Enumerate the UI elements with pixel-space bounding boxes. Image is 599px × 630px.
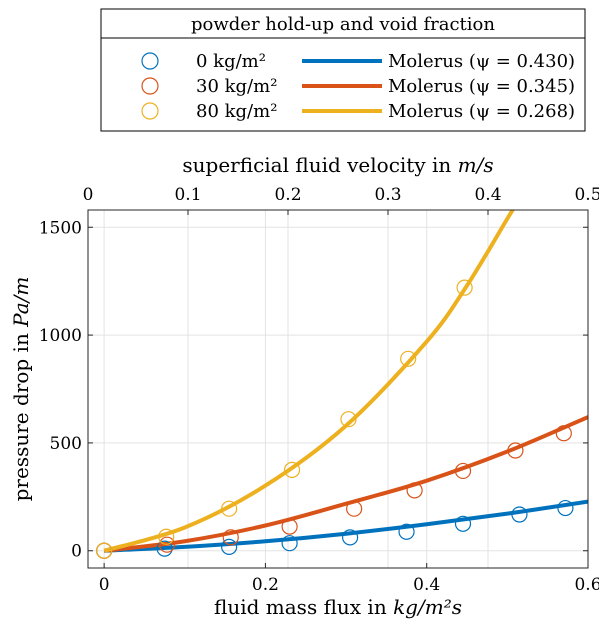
plot-area: 0 0.2 0.4 0.6 0 0.1 0.2 0.3 0.4 0.5 0 500 1000 1500 — [39, 185, 599, 595]
y-tick-label: 500 — [50, 434, 82, 454]
series-layer — [96, 210, 588, 559]
legend-line-label: Molerus (ψ = 0.268) — [388, 101, 575, 122]
legend-marker-icon — [141, 102, 159, 120]
x2-tick-label: 0 — [83, 185, 94, 205]
series-2-point — [456, 279, 473, 296]
legend-line-label: Molerus (ψ = 0.345) — [388, 76, 575, 97]
series-0-point — [557, 499, 574, 517]
legend-marker-label: 0 kg/m² — [196, 51, 266, 72]
legend-marker-label: 30 kg/m² — [196, 76, 277, 97]
legend-line-label: Molerus (ψ = 0.430) — [388, 51, 575, 72]
series-2-point — [340, 411, 357, 428]
legend-marker-icon — [141, 52, 159, 70]
series-0-point — [221, 538, 238, 555]
series-0-point — [454, 515, 472, 532]
plot-background — [88, 210, 588, 568]
series-2-point — [96, 542, 113, 559]
series-1-point — [346, 500, 363, 517]
x2-tick-label: 0.4 — [474, 185, 501, 205]
legend-title: powder hold-up and void fraction — [191, 14, 495, 35]
series-2-point — [158, 528, 175, 545]
series-1-point — [406, 482, 423, 499]
legend-marker-label: 80 kg/m² — [196, 101, 277, 122]
series-1-point — [281, 518, 298, 535]
x-tick-label: 0.2 — [252, 575, 279, 595]
series-2-point — [400, 350, 417, 367]
series-2-point — [283, 461, 301, 478]
y-tick-label: 0 — [71, 542, 82, 562]
series-2-model-line — [103, 210, 515, 553]
series-0-point — [341, 529, 359, 546]
series-0-point — [281, 535, 298, 552]
series-1-point — [555, 425, 572, 442]
x-tick-label: 0.4 — [413, 575, 440, 595]
series-1-point — [222, 529, 239, 546]
plot-frame — [87, 209, 589, 569]
x2-tick-label: 0.1 — [174, 185, 201, 205]
y-axis-label: pressure drop in Pa/m — [9, 277, 33, 502]
legend: powder hold-up and void fraction 0 kg/m²… — [100, 8, 586, 132]
y-tick-label: 1000 — [39, 326, 82, 346]
x2-tick-label: 0.3 — [374, 185, 401, 205]
series-1-point — [158, 536, 176, 553]
series-1-point — [507, 442, 524, 459]
legend-marker-icon — [141, 77, 159, 95]
series-0-model-line — [104, 499, 588, 553]
series-0-point — [511, 506, 528, 523]
series-0-point — [156, 540, 173, 557]
series-1-model-line — [103, 415, 588, 553]
y-tick-label: 1500 — [39, 218, 82, 238]
x2-tick-label: 0.5 — [574, 185, 599, 205]
series-0-point — [398, 523, 415, 540]
x-tick-label: 0.6 — [574, 575, 599, 595]
x2-tick-label: 0.2 — [274, 185, 301, 205]
ticks: 0 0.2 0.4 0.6 0 0.1 0.2 0.3 0.4 0.5 0 500 1000 1500 — [39, 185, 599, 595]
x-axis-label: fluid mass flux in kg/m²s — [214, 595, 462, 619]
top-x-axis-label: superficial fluid velocity in m/s — [182, 153, 493, 177]
series-2-point — [221, 500, 238, 517]
series-1-point — [454, 462, 472, 480]
x-tick-label: 0 — [99, 575, 110, 595]
